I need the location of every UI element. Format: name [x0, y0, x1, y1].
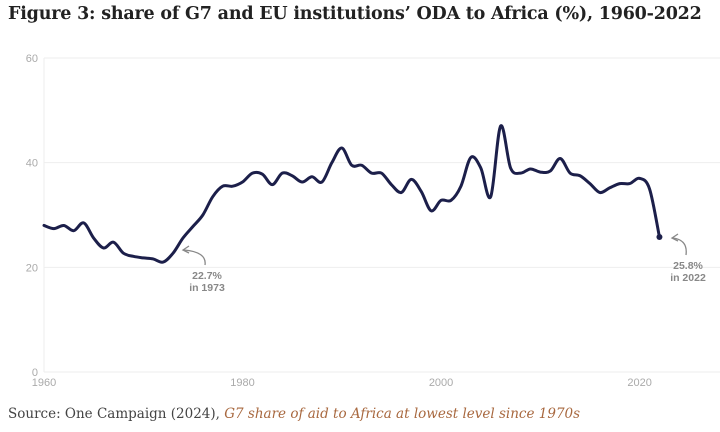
series-line: [42, 124, 661, 264]
annotation-arrow: [183, 249, 206, 266]
annotation-value: 22.7%: [192, 270, 222, 282]
annotation-year: in 2022: [670, 272, 706, 284]
source-link[interactable]: G7 share of aid to Africa at lowest leve…: [224, 406, 581, 422]
y-tick-label: 20: [26, 262, 38, 274]
x-axis-ticks: 1960 1980 2000 2020: [32, 377, 652, 389]
y-tick-label: 60: [26, 53, 38, 65]
end-point-marker: [656, 233, 663, 240]
annotation-arrowhead-icon: [670, 233, 679, 242]
x-tick-label: 1980: [230, 377, 254, 389]
y-tick-label: 40: [26, 158, 38, 170]
annotation-year: in 1973: [189, 282, 225, 294]
annotation-value: 25.8%: [673, 260, 703, 272]
source-prefix: Source: One Campaign (2024),: [8, 406, 225, 422]
annotation-arrow: [672, 237, 687, 256]
x-tick-label: 2020: [627, 377, 651, 389]
chart-title: Figure 3: share of G7 and EU institution…: [8, 4, 702, 24]
x-tick-label: 2000: [429, 377, 453, 389]
annotations: 22.7%in 1973 25.8%in 2022: [181, 233, 706, 294]
y-tick-label: 0: [32, 367, 38, 379]
source-note: Source: One Campaign (2024), G7 share of…: [8, 406, 580, 422]
annotation-arrowhead-icon: [181, 245, 190, 254]
y-axis-ticks: 0 20 40 60: [26, 53, 38, 379]
x-tick-label: 1960: [32, 377, 56, 389]
gridlines: [43, 57, 720, 373]
